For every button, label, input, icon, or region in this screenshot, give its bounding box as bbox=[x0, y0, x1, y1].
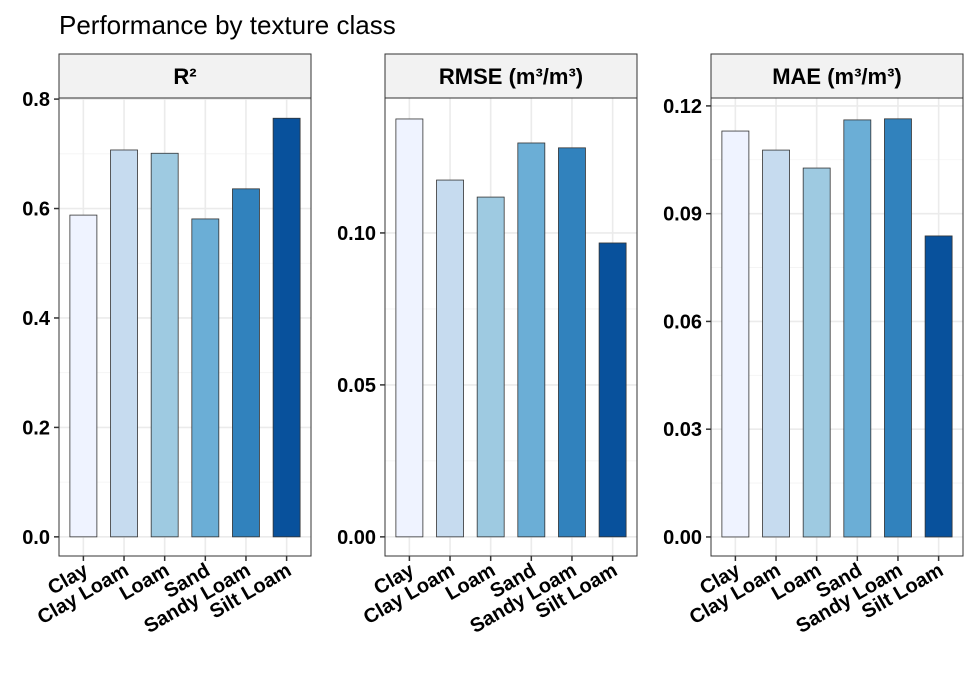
bar-loam bbox=[150, 152, 179, 538]
bar-clay bbox=[395, 118, 424, 538]
y-tick-label: 0.09 bbox=[663, 204, 702, 226]
bar-sand bbox=[843, 119, 872, 538]
y-tick-label: 0.06 bbox=[663, 311, 702, 333]
bar-sand bbox=[191, 218, 220, 538]
panel-border bbox=[58, 97, 312, 557]
bar-clay bbox=[69, 214, 98, 538]
bar-silt-loam bbox=[924, 235, 953, 538]
bar-clay-loam bbox=[762, 149, 790, 538]
bar-sandy-loam bbox=[884, 118, 912, 538]
y-tick-label: 0.4 bbox=[22, 308, 51, 330]
bar-silt-loam bbox=[272, 117, 301, 538]
facet-title: RMSE (m³/m³) bbox=[439, 64, 583, 89]
y-tick-label: 0.00 bbox=[337, 527, 376, 549]
y-tick-label: 0.05 bbox=[337, 375, 376, 397]
y-tick-label: 0.10 bbox=[337, 223, 376, 245]
panel-2: MAE (m³/m³)0.000.030.060.090.12ClayClay … bbox=[663, 53, 964, 638]
chart-title: Performance by texture class bbox=[59, 10, 396, 40]
facet-strip bbox=[384, 53, 638, 99]
bar-loam bbox=[476, 196, 505, 538]
y-tick-label: 0.0 bbox=[22, 527, 50, 549]
bar-loam bbox=[802, 167, 831, 538]
bar-clay-loam bbox=[436, 179, 464, 538]
facet-strip bbox=[710, 53, 964, 99]
plot-area bbox=[59, 98, 311, 556]
bar-clay bbox=[721, 130, 750, 538]
plot-area bbox=[385, 98, 637, 556]
facet-title: R² bbox=[173, 64, 196, 89]
panel-border bbox=[710, 97, 964, 557]
bar-silt-loam bbox=[598, 242, 627, 538]
bar-sand bbox=[517, 142, 546, 538]
y-tick-label: 0.00 bbox=[663, 527, 702, 549]
y-tick-label: 0.2 bbox=[22, 417, 50, 439]
bar-sandy-loam bbox=[232, 188, 260, 538]
facet-strip bbox=[58, 53, 312, 99]
y-tick-label: 0.12 bbox=[663, 96, 702, 118]
plot-area bbox=[711, 98, 963, 556]
bar-clay-loam bbox=[110, 149, 138, 538]
facet-title: MAE (m³/m³) bbox=[772, 64, 902, 89]
panel-border bbox=[384, 97, 638, 557]
bar-sandy-loam bbox=[558, 147, 586, 538]
y-tick-label: 0.03 bbox=[663, 419, 702, 441]
y-tick-label: 0.6 bbox=[22, 199, 50, 221]
y-tick-label: 0.8 bbox=[22, 89, 50, 111]
